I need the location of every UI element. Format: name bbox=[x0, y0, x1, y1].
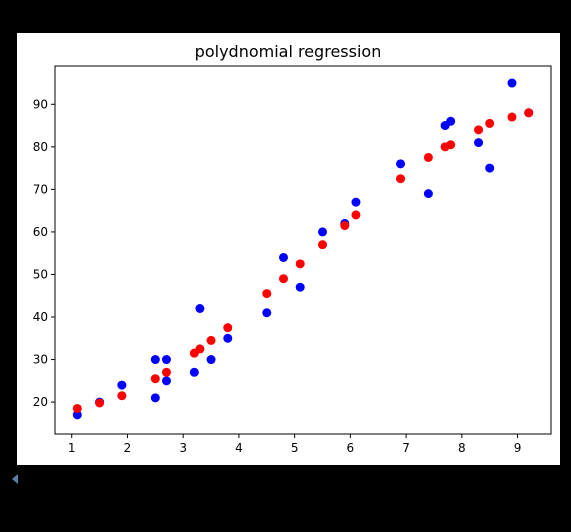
data-point-series-1-23 bbox=[485, 163, 495, 173]
data-point-series-1-12 bbox=[262, 308, 272, 318]
x-tick-label-8: 8 bbox=[458, 441, 466, 455]
y-tick-label-50: 50 bbox=[33, 267, 48, 281]
x-tick-label-3: 3 bbox=[179, 441, 187, 455]
x-tick-label-2: 2 bbox=[124, 441, 132, 455]
data-point-series-2-2 bbox=[95, 398, 105, 408]
x-tick-label-4: 4 bbox=[235, 441, 243, 455]
data-point-series-1-1 bbox=[72, 410, 82, 420]
data-point-series-1-22 bbox=[474, 138, 484, 148]
data-point-series-1-14 bbox=[295, 282, 305, 292]
x-tick-label-1: 1 bbox=[68, 441, 76, 455]
data-point-series-2-17 bbox=[423, 152, 433, 162]
data-point-series-2-16 bbox=[396, 174, 406, 184]
x-tick-label-9: 9 bbox=[514, 441, 522, 455]
data-point-series-2-10 bbox=[262, 289, 272, 299]
data-point-series-1-18 bbox=[396, 159, 406, 169]
data-point-series-2-8 bbox=[206, 335, 216, 345]
data-point-series-1-15 bbox=[318, 227, 328, 237]
y-tick-label-30: 30 bbox=[33, 353, 48, 367]
data-point-series-2-7 bbox=[195, 344, 205, 354]
data-point-series-2-3 bbox=[117, 391, 127, 401]
data-point-series-1-10 bbox=[206, 355, 216, 365]
y-tick-label-70: 70 bbox=[33, 182, 48, 196]
data-point-series-1-9 bbox=[195, 303, 205, 313]
data-point-series-1-7 bbox=[161, 376, 171, 386]
data-point-series-1-17 bbox=[351, 197, 361, 207]
data-point-series-2-13 bbox=[318, 240, 328, 250]
data-point-series-2-11 bbox=[278, 274, 288, 284]
x-tick-label-6: 6 bbox=[347, 441, 355, 455]
data-point-series-1-21 bbox=[446, 116, 456, 126]
data-point-series-1-6 bbox=[161, 355, 171, 365]
y-tick-label-60: 60 bbox=[33, 225, 48, 239]
data-point-series-2-19 bbox=[446, 140, 456, 150]
data-point-series-2-12 bbox=[295, 259, 305, 269]
data-point-series-1-11 bbox=[223, 333, 233, 343]
data-point-series-1-24 bbox=[507, 78, 517, 88]
y-tick-label-40: 40 bbox=[33, 310, 48, 324]
data-point-series-2-20 bbox=[474, 125, 484, 135]
data-point-series-2-5 bbox=[161, 367, 171, 377]
x-tick-label-7: 7 bbox=[402, 441, 410, 455]
x-tick-label-5: 5 bbox=[291, 441, 299, 455]
data-point-series-2-4 bbox=[150, 374, 160, 384]
data-point-series-2-15 bbox=[351, 210, 361, 220]
y-tick-label-80: 80 bbox=[33, 140, 48, 154]
ticks-layer: 1 2 3 4 5 6 7 8 9 20 30 40 50 60 70 80 90 bbox=[33, 97, 522, 455]
figure: polydnomial regression 1 2 3 4 5 6 7 8 9 20 30 40 50… bbox=[17, 33, 560, 465]
data-point-series-1-13 bbox=[278, 252, 288, 262]
data-point-series-2-14 bbox=[340, 221, 350, 231]
y-tick-label-20: 20 bbox=[33, 395, 48, 409]
data-point-series-1-5 bbox=[150, 355, 160, 365]
points-layer bbox=[72, 78, 534, 420]
y-tick-label-90: 90 bbox=[33, 97, 48, 111]
data-point-series-2-9 bbox=[223, 323, 233, 333]
data-point-series-2-1 bbox=[72, 403, 82, 413]
data-point-series-1-3 bbox=[117, 380, 127, 390]
scatter-chart: polydnomial regression 1 2 3 4 5 6 7 8 9 20 30 40 50… bbox=[33, 42, 552, 455]
data-point-series-1-19 bbox=[423, 189, 433, 199]
data-point-series-2-21 bbox=[485, 118, 495, 128]
data-point-series-2-22 bbox=[507, 112, 517, 122]
data-point-series-1-8 bbox=[189, 367, 199, 377]
chart-title: polydnomial regression bbox=[195, 42, 382, 61]
data-point-series-2-23 bbox=[524, 108, 534, 118]
scroll-left-arrow-icon[interactable] bbox=[12, 474, 18, 484]
data-point-series-1-4 bbox=[150, 393, 160, 403]
plot-area-frame bbox=[54, 65, 552, 435]
